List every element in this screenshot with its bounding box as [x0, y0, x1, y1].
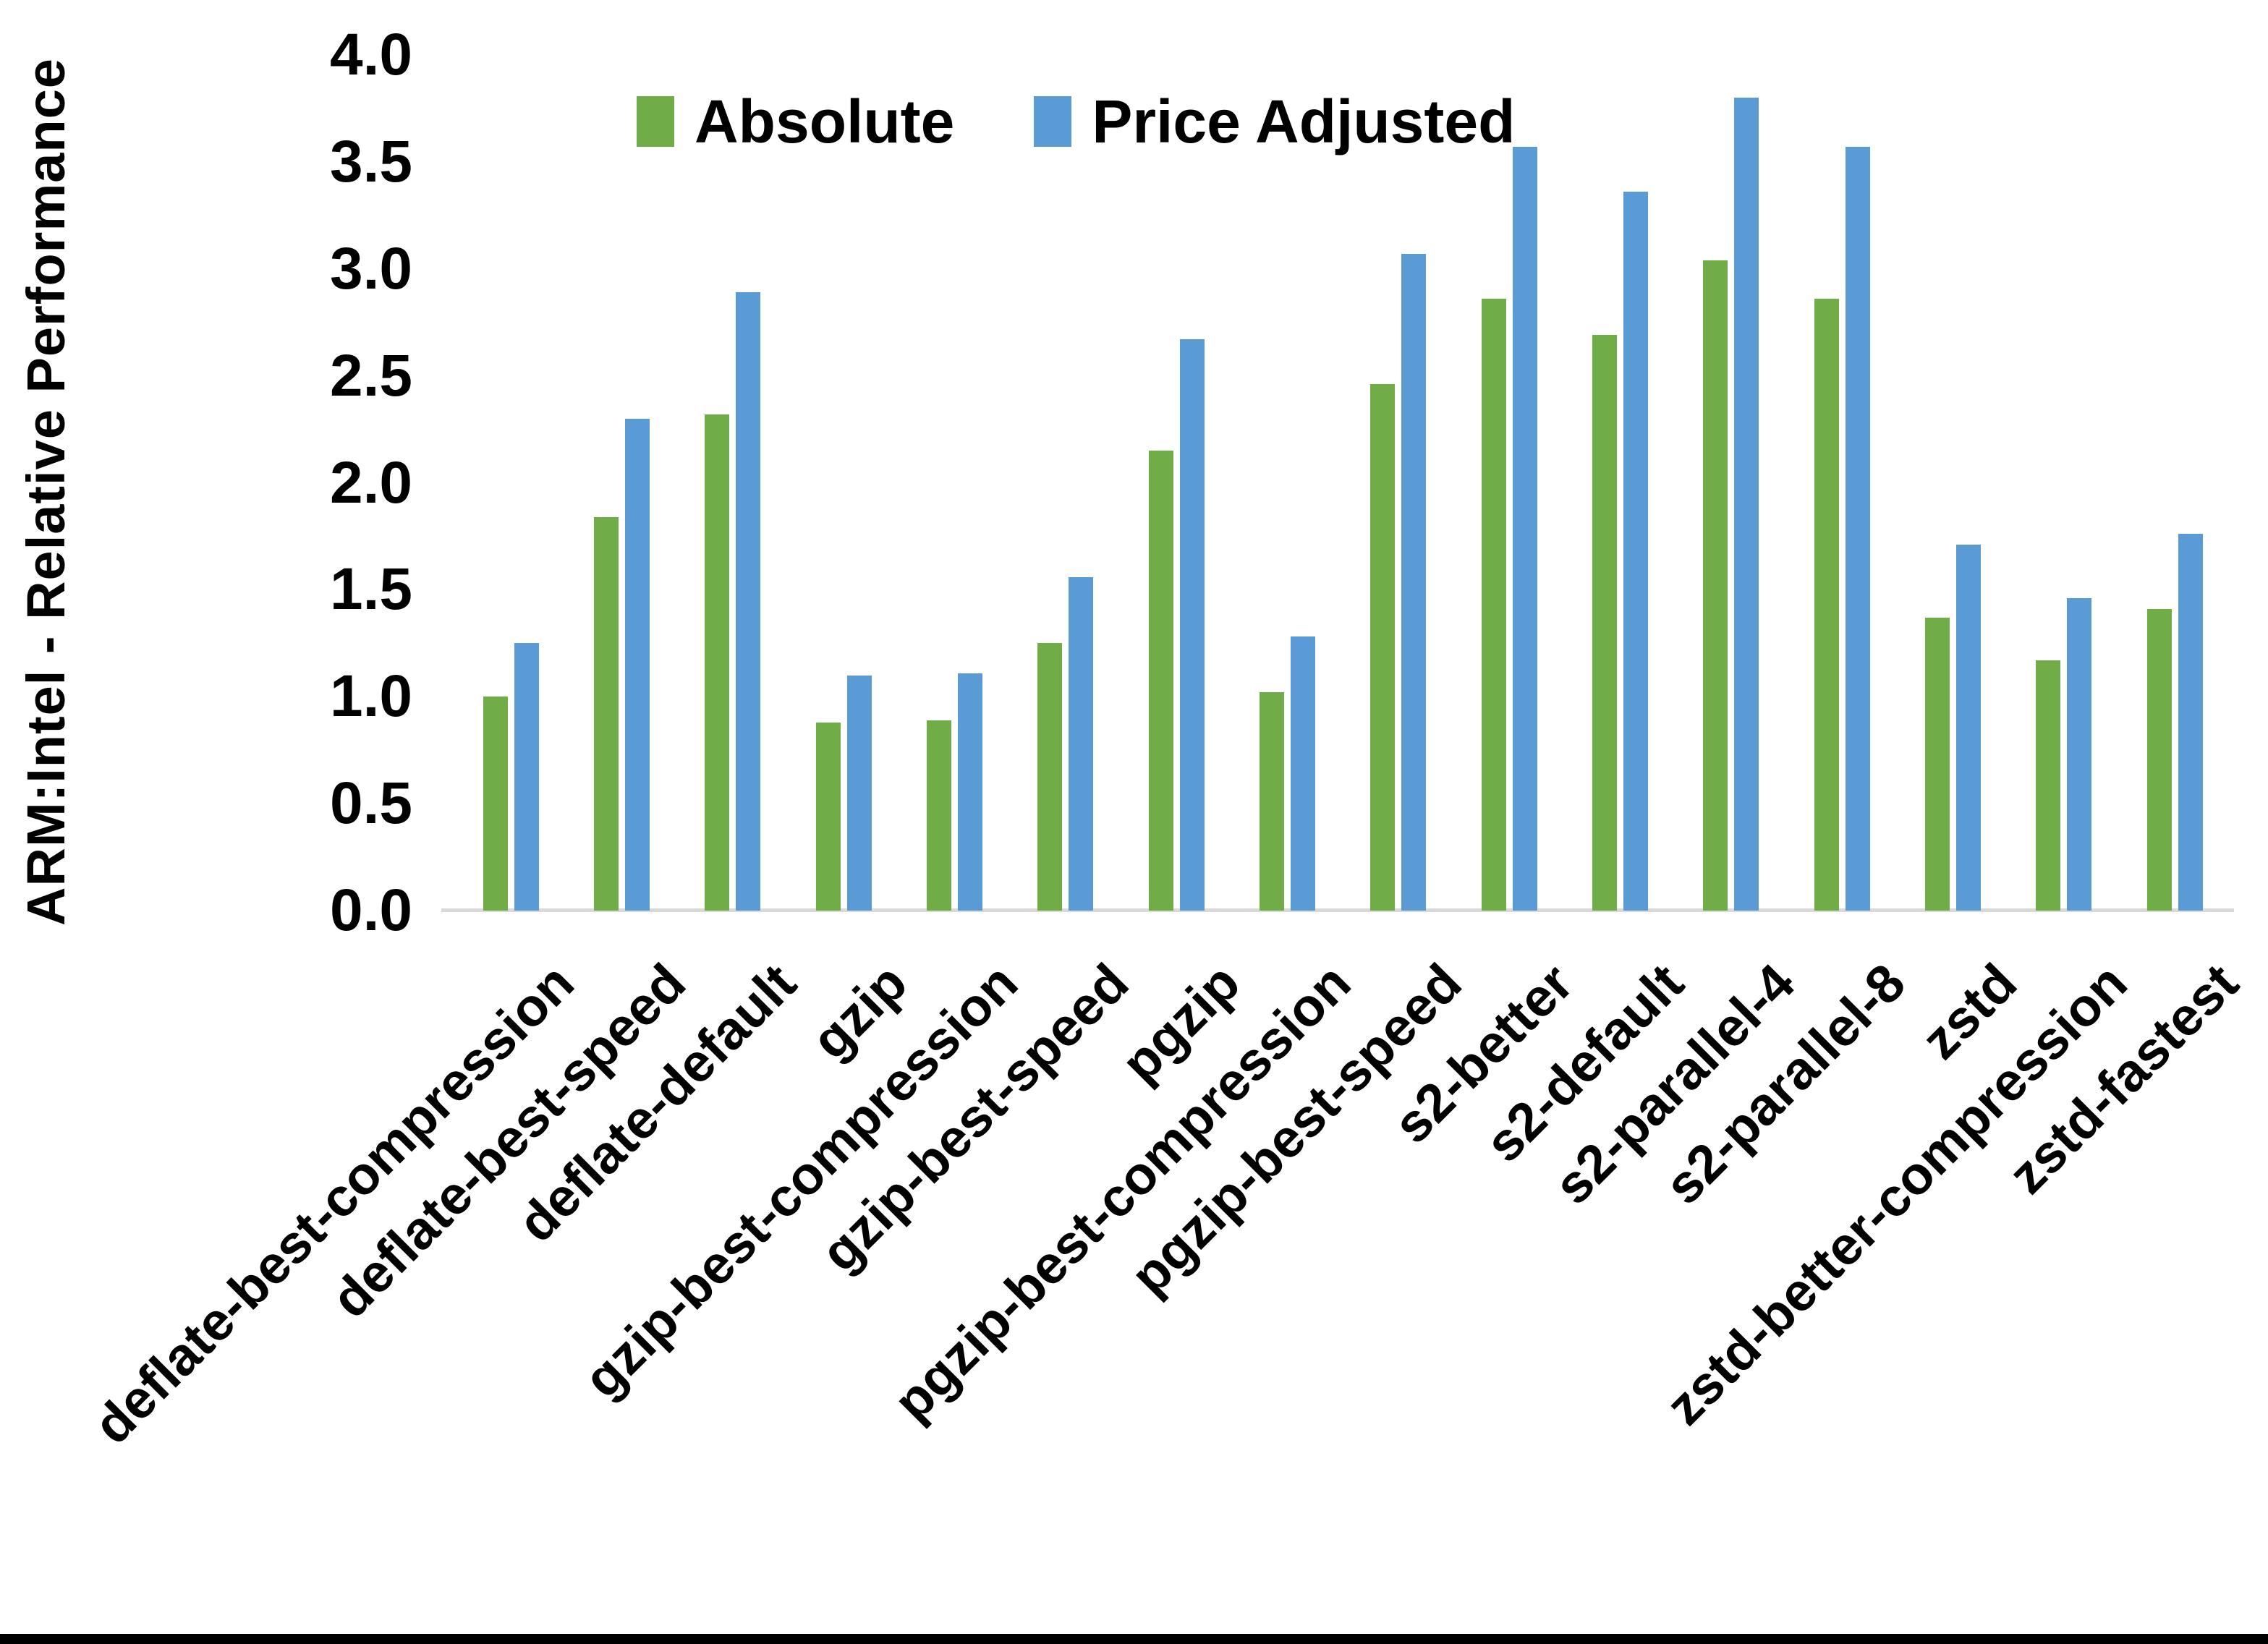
- legend-label-price-adjusted: Price Adjusted: [1092, 88, 1516, 156]
- bar-absolute-pgzip: [1149, 451, 1173, 911]
- y-tick-label-3.0: 3.0: [330, 235, 412, 302]
- y-tick-label-2.0: 2.0: [330, 449, 412, 516]
- bar-price-adjusted-pgzip-best-compression: [1291, 636, 1315, 911]
- legend-label-absolute: Absolute: [695, 88, 955, 156]
- y-tick-label-0.0: 0.0: [330, 877, 412, 943]
- bar-price-adjusted-pgzip-best-speed: [1401, 254, 1426, 911]
- legend: Absolute Price Adjusted: [637, 85, 1515, 158]
- bar-price-adjusted-s2-parallel-4: [1734, 98, 1759, 911]
- bar-absolute-zstd-better-compression: [2036, 660, 2060, 911]
- bar-absolute-s2-parallel-8: [1814, 299, 1839, 911]
- bottom-border: [0, 1634, 2268, 1644]
- bar-absolute-deflate-best-compression: [483, 697, 508, 911]
- bar-absolute-zstd: [1925, 618, 1950, 911]
- legend-item-price-adjusted: Price Adjusted: [1034, 85, 1515, 158]
- bar-absolute-s2-default: [1592, 335, 1617, 911]
- y-axis-title: ARM:Intel - Relative Performance: [16, 58, 76, 926]
- bar-absolute-gzip-best-compression: [927, 720, 951, 911]
- bar-price-adjusted-s2-default: [1623, 192, 1648, 911]
- legend-swatch-absolute: [637, 96, 674, 147]
- bar-price-adjusted-deflate-best-compression: [514, 643, 539, 911]
- bar-price-adjusted-gzip-best-speed: [1069, 577, 1093, 911]
- bar-price-adjusted-s2-better: [1513, 147, 1537, 911]
- bar-price-adjusted-deflate-default: [736, 292, 760, 911]
- x-label-deflate-best-compression: deflate-best-compression: [82, 952, 586, 1456]
- bar-absolute-zstd-fastest: [2147, 609, 2172, 911]
- legend-item-absolute: Absolute: [637, 85, 954, 158]
- y-tick-label-1.5: 1.5: [330, 556, 412, 623]
- bar-absolute-pgzip-best-speed: [1370, 384, 1395, 911]
- bar-absolute-pgzip-best-compression: [1260, 692, 1284, 911]
- bar-absolute-gzip-best-speed: [1037, 643, 1062, 911]
- bar-price-adjusted-s2-parallel-8: [1846, 147, 1870, 911]
- bar-price-adjusted-gzip: [847, 676, 872, 911]
- bar-absolute-s2-parallel-4: [1703, 260, 1728, 911]
- bar-price-adjusted-pgzip: [1180, 339, 1205, 911]
- bar-price-adjusted-zstd: [1956, 545, 1981, 911]
- x-axis-line: [441, 908, 2234, 912]
- y-tick-label-0.5: 0.5: [330, 770, 412, 837]
- bar-price-adjusted-deflate-best-speed: [625, 419, 650, 911]
- y-tick-label-2.5: 2.5: [330, 342, 412, 409]
- bar-price-adjusted-gzip-best-compression: [958, 673, 982, 911]
- bar-absolute-deflate-default: [705, 414, 729, 911]
- y-tick-label-4.0: 4.0: [330, 22, 412, 88]
- bar-absolute-deflate-best-speed: [594, 517, 619, 911]
- y-tick-label-1.0: 1.0: [330, 663, 412, 730]
- bar-price-adjusted-zstd-better-compression: [2067, 598, 2091, 911]
- legend-swatch-price-adjusted: [1034, 96, 1072, 147]
- bar-absolute-gzip: [816, 723, 841, 911]
- bar-absolute-s2-better: [1482, 299, 1506, 911]
- y-tick-label-3.5: 3.5: [330, 128, 412, 195]
- bar-price-adjusted-zstd-fastest: [2178, 534, 2203, 911]
